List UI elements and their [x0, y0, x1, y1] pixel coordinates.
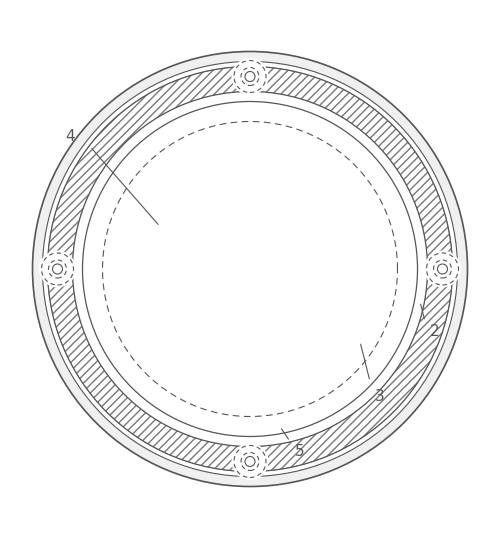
- Text: 3: 3: [375, 389, 385, 404]
- Circle shape: [42, 61, 458, 477]
- Circle shape: [424, 251, 461, 287]
- Circle shape: [32, 52, 468, 487]
- Circle shape: [438, 264, 448, 274]
- Text: 4: 4: [65, 129, 75, 144]
- Circle shape: [52, 264, 62, 274]
- Circle shape: [82, 101, 417, 437]
- Circle shape: [245, 456, 255, 466]
- Circle shape: [39, 251, 76, 287]
- Circle shape: [72, 92, 428, 447]
- Circle shape: [232, 58, 268, 95]
- Circle shape: [232, 443, 268, 480]
- Circle shape: [245, 71, 255, 82]
- Text: 2: 2: [430, 324, 440, 339]
- Text: 5: 5: [295, 444, 305, 459]
